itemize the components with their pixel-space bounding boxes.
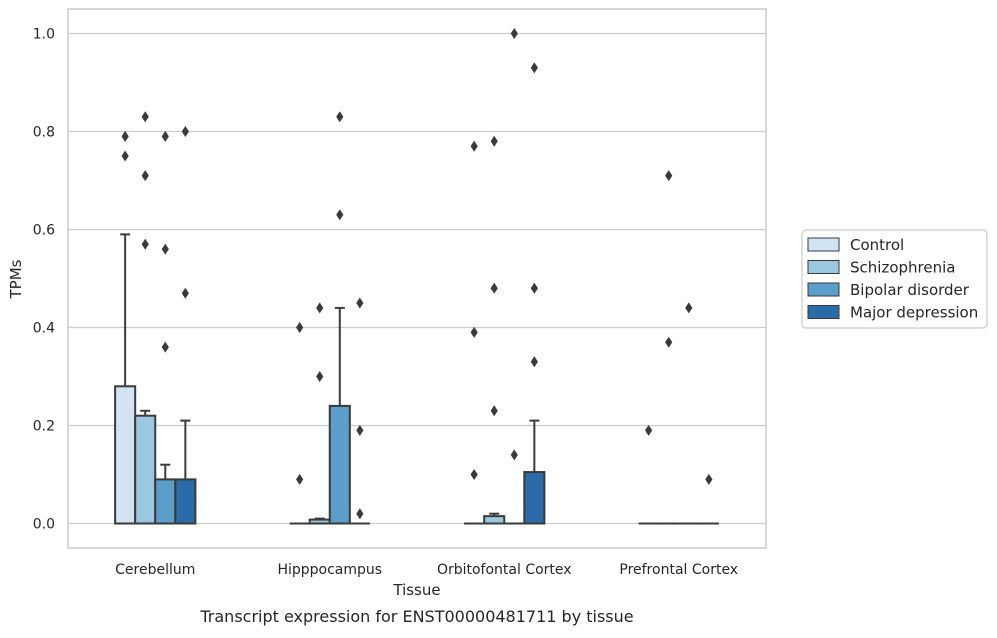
legend: Control Schizophrenia Bipolar disorder Majo…	[801, 229, 988, 329]
outlier-point	[530, 282, 538, 294]
y-tick-label: 0.8	[33, 125, 55, 141]
box-body	[328, 404, 351, 525]
outlier-point	[141, 111, 149, 123]
outlier-point	[530, 62, 538, 74]
legend-swatch	[807, 305, 840, 319]
legend-label: Bipolar disorder	[850, 281, 970, 299]
legend-label: Major depression	[850, 304, 978, 322]
outlier-point	[141, 170, 149, 182]
y-tick-label: 0.0	[33, 517, 55, 533]
y-tick-label: 0.4	[33, 321, 55, 337]
box-major-depression	[523, 419, 546, 525]
outlier-point	[470, 326, 478, 338]
box-control	[114, 233, 137, 525]
boxes	[114, 233, 719, 525]
box-bipolar-disorder	[328, 306, 351, 525]
outlier-point	[141, 238, 149, 250]
box-body	[174, 478, 197, 525]
y-tick-label: 0.2	[33, 419, 55, 435]
outlier-point	[296, 322, 304, 333]
outlier-point	[161, 341, 169, 353]
outlier-point	[356, 508, 364, 520]
outlier-point	[665, 336, 673, 348]
outlier-point	[470, 469, 478, 480]
box-bipolar-disorder	[154, 463, 177, 525]
x-tick-label: Hipppocampus	[277, 562, 382, 578]
legend-swatch	[807, 260, 840, 274]
box-schizophrenia	[308, 517, 331, 525]
outlier-point	[336, 111, 344, 123]
chart-caption: Transcript expression for ENST0000048171…	[199, 607, 633, 626]
x-axis-label: Tissue	[392, 581, 440, 599]
outlier-point	[356, 424, 364, 436]
box-major-depression	[174, 419, 197, 525]
outliers	[121, 28, 713, 520]
outlier-point	[510, 28, 518, 39]
outlier-point	[316, 302, 324, 314]
y-axis-label: TPMs	[7, 259, 25, 299]
outlier-point	[685, 302, 693, 314]
outlier-point	[161, 243, 169, 255]
grid-lines	[68, 32, 766, 525]
outlier-point	[510, 449, 518, 461]
outlier-point	[705, 473, 713, 485]
plot-frame	[67, 8, 767, 549]
y-tick-label: 1.0	[33, 27, 55, 43]
outlier-point	[530, 356, 538, 368]
legend-swatch	[807, 237, 840, 252]
legend-label: Schizophrenia	[850, 259, 955, 277]
outlier-point	[121, 150, 129, 162]
outlier-point	[296, 473, 304, 485]
box-body	[523, 471, 546, 525]
outlier-point	[490, 282, 498, 294]
box-body	[154, 478, 177, 525]
outlier-point	[181, 126, 189, 137]
box-schizophrenia	[483, 512, 506, 525]
x-tick-label: Orbitofontal Cortex	[437, 562, 572, 578]
y-tick-labels: 0.0 0.2 0.4 0.6 0.8 1.0	[33, 27, 55, 533]
box-body	[114, 385, 137, 525]
box-body	[134, 414, 157, 525]
y-tick-label: 0.6	[33, 223, 55, 239]
x-tick-labels: Cerebellum Hipppocampus Orbitofontal Corte…	[115, 562, 738, 578]
outlier-point	[470, 140, 478, 152]
x-tick-label: Cerebellum	[115, 562, 195, 578]
legend-box	[801, 229, 988, 329]
x-tick-label: Prefrontal Cortex	[619, 562, 738, 578]
outlier-point	[336, 209, 344, 221]
outlier-point	[490, 135, 498, 147]
outlier-point	[121, 130, 129, 142]
legend-label: Control	[850, 236, 904, 254]
box-schizophrenia	[134, 409, 157, 525]
box-body	[483, 515, 506, 525]
plot-frame-rect	[67, 8, 767, 549]
outlier-point	[490, 405, 498, 417]
outlier-point	[665, 170, 673, 182]
legend-swatch	[807, 282, 840, 297]
outlier-point	[316, 371, 324, 382]
outlier-point	[161, 130, 169, 142]
outlier-point	[645, 424, 653, 436]
outlier-point	[356, 297, 364, 309]
outlier-point	[181, 287, 189, 299]
